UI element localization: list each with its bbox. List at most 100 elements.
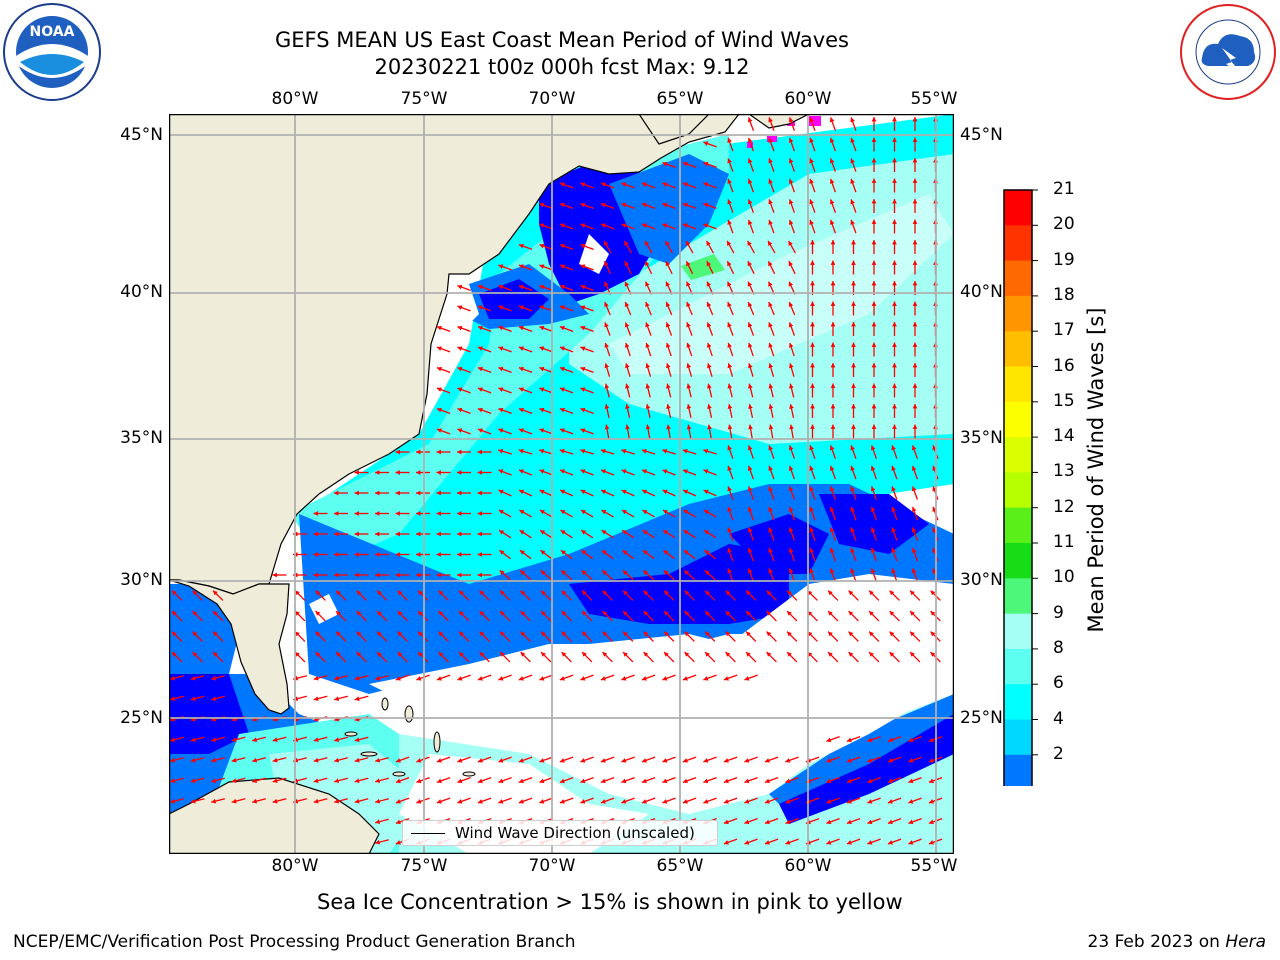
wind-wave-arrowhead [518, 325, 524, 331]
wind-wave-arrowhead [911, 527, 917, 533]
wind-wave-arrowhead [891, 445, 896, 451]
wind-wave-arrowhead [601, 510, 607, 515]
colorbar-segment [1004, 295, 1032, 332]
wind-wave-arrowhead [397, 652, 403, 657]
wind-wave-arrowhead [313, 757, 319, 763]
wind-wave-arrowhead [869, 631, 874, 637]
wind-wave-arrowhead [707, 363, 712, 369]
wind-wave-arrowhead [869, 611, 874, 616]
wind-wave-arrowhead [727, 383, 733, 389]
wind-wave-arrowhead [645, 322, 650, 328]
wind-wave-arrowhead [272, 778, 278, 783]
wind-wave-arrowhead [891, 506, 896, 512]
wind-wave-arrowhead [457, 305, 463, 310]
wind-wave-arrowhead [334, 737, 340, 742]
wind-wave-arrowhead [315, 611, 321, 616]
wind-wave-arrowhead [663, 550, 669, 555]
wind-wave-arrowhead [315, 631, 321, 637]
wind-wave-arrowhead [645, 281, 650, 287]
wind-wave-arrowhead [829, 465, 835, 471]
wind-wave-arrowhead [829, 137, 835, 143]
colorbar-tick-label: 20 [1053, 214, 1075, 235]
colorbar-segment [1004, 578, 1032, 615]
wind-wave-arrowhead [313, 798, 319, 804]
wind-wave-arrowhead [623, 611, 628, 616]
wind-wave-arrowhead [727, 199, 732, 205]
wind-wave-arrowhead [768, 178, 773, 184]
wind-wave-arrowhead [313, 572, 318, 578]
wind-wave-arrowhead [871, 117, 877, 122]
wind-wave-arrowhead [560, 550, 566, 555]
wind-wave-arrowhead [892, 383, 897, 388]
wind-wave-arrowhead [891, 547, 896, 553]
wind-wave-arrowhead [518, 449, 524, 454]
wind-wave-arrowhead [889, 631, 895, 637]
wind-wave-arrowhead [664, 652, 669, 657]
wind-wave-arrowhead [727, 568, 732, 574]
wind-wave-arrowhead [727, 302, 732, 307]
wind-wave-arrowhead [826, 819, 832, 825]
wind-wave-arrowhead [768, 465, 773, 471]
wind-wave-arrowhead [686, 240, 691, 246]
wind-wave-arrowhead [911, 445, 917, 451]
wind-wave-arrowhead [642, 550, 648, 555]
wind-wave-arrowhead [851, 424, 856, 429]
wind-wave-arrowhead [746, 590, 751, 596]
wind-wave-arrowhead [602, 570, 608, 576]
wind-wave-arrowhead [395, 799, 401, 804]
wind-wave-arrowhead [580, 223, 586, 228]
wind-wave-arrowhead [582, 652, 587, 657]
wind-wave-arrowhead [477, 387, 483, 392]
wind-wave-arrowhead [848, 590, 854, 596]
wind-wave-arrowhead [559, 449, 565, 454]
wind-wave-arrowhead [395, 819, 401, 825]
wind-wave-arrowhead [477, 572, 482, 578]
colorbar-segment [1004, 648, 1032, 685]
wind-wave-arrowhead [908, 840, 914, 845]
wind-wave-arrowhead [871, 404, 877, 409]
wind-wave-arrowhead [662, 489, 668, 495]
wind-wave-arrowhead [313, 675, 319, 681]
wind-wave-arrowhead [788, 178, 794, 184]
wind-wave-arrowhead [623, 652, 628, 657]
wind-wave-arrowhead [912, 158, 918, 163]
wind-wave-arrowhead [604, 322, 609, 328]
wind-wave-arrowhead [559, 284, 565, 290]
wind-wave-arrowhead [830, 260, 836, 265]
wind-wave-arrowhead [213, 590, 218, 596]
colorbar-tick-label: 8 [1053, 637, 1064, 658]
wind-wave-arrowhead [539, 264, 545, 269]
wind-wave-arrowhead [416, 552, 421, 557]
wind-wave-arrowhead [604, 281, 609, 287]
wind-wave-arrowhead [809, 486, 814, 492]
wind-wave-arrowhead [580, 799, 586, 804]
wind-wave-arrowhead [192, 590, 198, 596]
colorbar-label: Mean Period of Wind Waves [s] [1084, 307, 1108, 633]
wind-wave-arrowhead [600, 778, 606, 784]
wind-wave-arrowhead [580, 366, 586, 372]
wind-wave-arrowhead [889, 652, 895, 657]
wind-wave-arrowhead [768, 383, 774, 389]
wind-wave-arrowhead [541, 652, 546, 657]
wind-wave-arrowhead [744, 676, 750, 681]
wind-wave-arrowhead [768, 261, 773, 267]
wind-wave-arrowhead [871, 137, 877, 142]
wind-wave-arrowhead [768, 445, 773, 451]
wind-wave-arrowhead [375, 552, 380, 557]
wind-wave-arrowhead [809, 465, 814, 471]
wind-wave-arrowhead [892, 424, 897, 429]
wind-wave-arrowhead [641, 799, 647, 804]
wind-wave-arrowhead [810, 363, 815, 368]
wind-wave-arrowhead [604, 424, 610, 430]
lat-label-right: 35°N [960, 428, 1003, 448]
wind-wave-arrowhead [662, 676, 668, 681]
wind-wave-arrowhead [908, 819, 914, 825]
wind-wave-arrowhead [666, 363, 671, 369]
wind-wave-arrowhead [416, 531, 421, 537]
wind-wave-arrowhead [172, 631, 177, 637]
wind-wave-arrowhead [395, 840, 401, 845]
cuba-land [169, 777, 380, 854]
wind-wave-arrowhead [892, 363, 897, 368]
wind-wave-arrowhead [662, 161, 668, 167]
wind-wave-arrowhead [192, 631, 198, 637]
